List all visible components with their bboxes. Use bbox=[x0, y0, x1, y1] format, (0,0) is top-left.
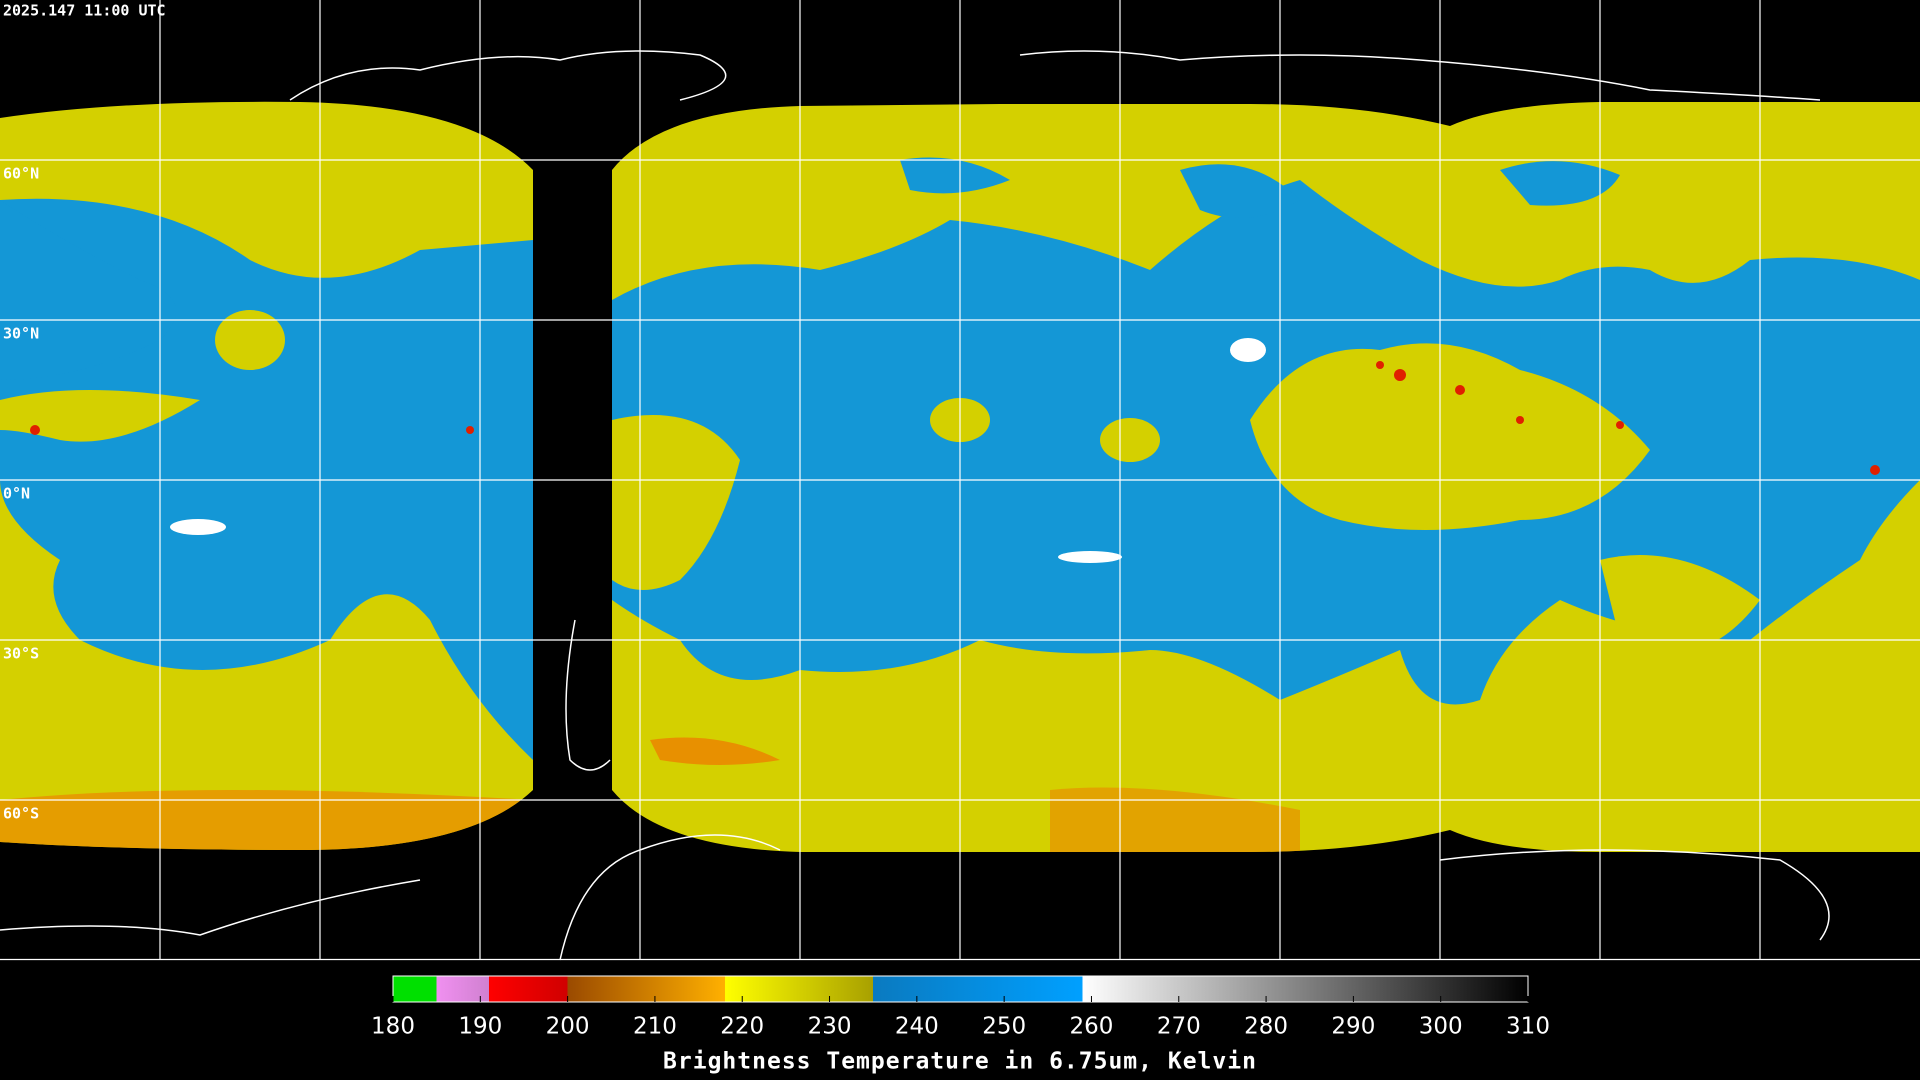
latitude-label: 60°N bbox=[3, 165, 39, 183]
colorbar-tick-label: 290 bbox=[1331, 1014, 1375, 1040]
latitude-label: 30°S bbox=[3, 645, 39, 663]
colorbar-tick-label: 200 bbox=[546, 1014, 590, 1040]
colorbar-tick-label: 230 bbox=[808, 1014, 852, 1040]
latitude-label: 30°N bbox=[3, 325, 39, 343]
colorbar bbox=[392, 975, 1529, 1003]
latitude-label: 0°N bbox=[3, 485, 30, 503]
colorbar-tick-label: 240 bbox=[895, 1014, 939, 1040]
colorbar-tick-label: 180 bbox=[371, 1014, 415, 1040]
colorbar-tick-label: 260 bbox=[1070, 1014, 1114, 1040]
latitude-label: 60°S bbox=[3, 805, 39, 823]
colorbar-tick-label: 310 bbox=[1506, 1014, 1550, 1040]
timestamp: 2025.147 11:00 UTC bbox=[3, 2, 166, 20]
colorbar-tick-label: 210 bbox=[633, 1014, 677, 1040]
graticule bbox=[0, 0, 1920, 961]
colorbar-tick-label: 280 bbox=[1244, 1014, 1288, 1040]
colorbar-tick-label: 300 bbox=[1419, 1014, 1463, 1040]
colorbar-tick-label: 250 bbox=[982, 1014, 1026, 1040]
coastlines bbox=[0, 50, 1830, 961]
colorbar-tick-label: 220 bbox=[720, 1014, 764, 1040]
colorbar-title: Brightness Temperature in 6.75um, Kelvin bbox=[663, 1049, 1257, 1075]
colorbar-tick-label: 190 bbox=[458, 1014, 502, 1040]
colorbar-tick-label: 270 bbox=[1157, 1014, 1201, 1040]
